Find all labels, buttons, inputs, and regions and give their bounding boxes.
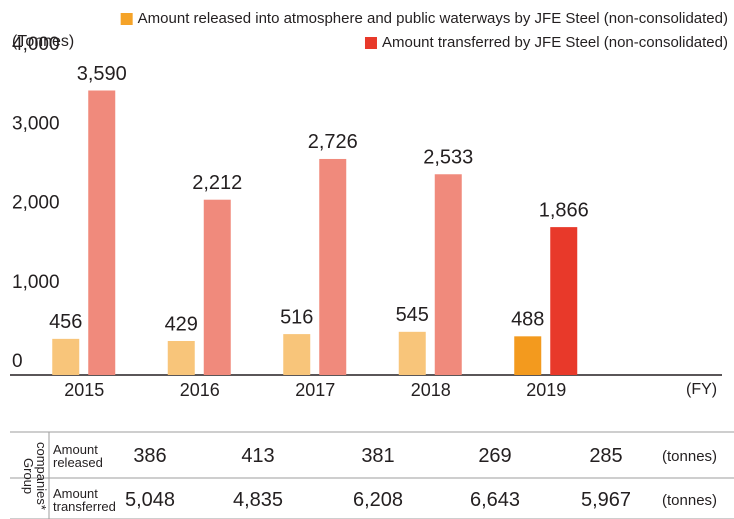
bar — [550, 227, 578, 375]
legend-label: Amount released into atmosphere and publ… — [138, 10, 728, 27]
y-axis-label: (Tonnes) — [12, 33, 74, 50]
x-tick-label: 2018 — [411, 380, 451, 400]
value-label: 2,212 — [192, 172, 242, 194]
table-unit: (tonnes) — [662, 447, 718, 465]
table-value: 4,835 — [232, 488, 284, 511]
legend-swatch — [120, 13, 133, 25]
bar — [283, 334, 311, 375]
y-tick-label: 1,000 — [12, 272, 60, 293]
x-tick-label: 2016 — [180, 380, 220, 400]
legend-label: Amount transferred by JFE Steel (non-con… — [382, 34, 728, 51]
table-value: 381 — [361, 444, 395, 467]
value-label: 545 — [396, 304, 429, 326]
table-value: 285 — [589, 444, 623, 467]
table-value: 413 — [241, 444, 275, 467]
bar — [88, 90, 116, 376]
value-label: 1,866 — [539, 199, 589, 221]
value-label: 516 — [280, 306, 313, 328]
legend-swatch — [364, 37, 377, 49]
table-value: 386 — [133, 444, 167, 467]
value-label: 2,726 — [308, 131, 358, 153]
bar — [52, 338, 80, 375]
y-tick-label: 0 — [12, 351, 23, 372]
x-tick-label: 2015 — [64, 380, 104, 400]
x-tick-label: 2017 — [295, 380, 335, 400]
table-value: 6,208 — [352, 488, 404, 511]
y-tick-label: 2,000 — [12, 193, 60, 214]
value-label: 456 — [49, 311, 82, 333]
bar — [167, 341, 195, 375]
group-label: Group companies* — [21, 442, 49, 510]
table-unit: (tonnes) — [662, 491, 718, 509]
row-label: Amount released — [53, 442, 103, 470]
table-value: 6,643 — [469, 488, 521, 511]
value-label: 488 — [511, 309, 544, 331]
bar — [434, 174, 462, 375]
value-label: 2,533 — [423, 147, 473, 169]
y-tick-label: 4,000 — [12, 34, 60, 55]
bar — [514, 336, 542, 375]
y-tick-label: 3,000 — [12, 113, 60, 134]
x-axis-label: (FY) — [686, 381, 717, 398]
bar — [203, 199, 231, 375]
value-label: 3,590 — [77, 63, 127, 85]
table-value: 5,967 — [580, 488, 632, 511]
bar — [319, 158, 347, 375]
bar — [398, 331, 426, 375]
table-value: 5,048 — [124, 488, 176, 511]
row-label: Amount transferred — [53, 486, 116, 514]
x-tick-label: 2019 — [526, 380, 566, 400]
value-label: 429 — [165, 313, 198, 335]
table-value: 269 — [478, 444, 512, 467]
